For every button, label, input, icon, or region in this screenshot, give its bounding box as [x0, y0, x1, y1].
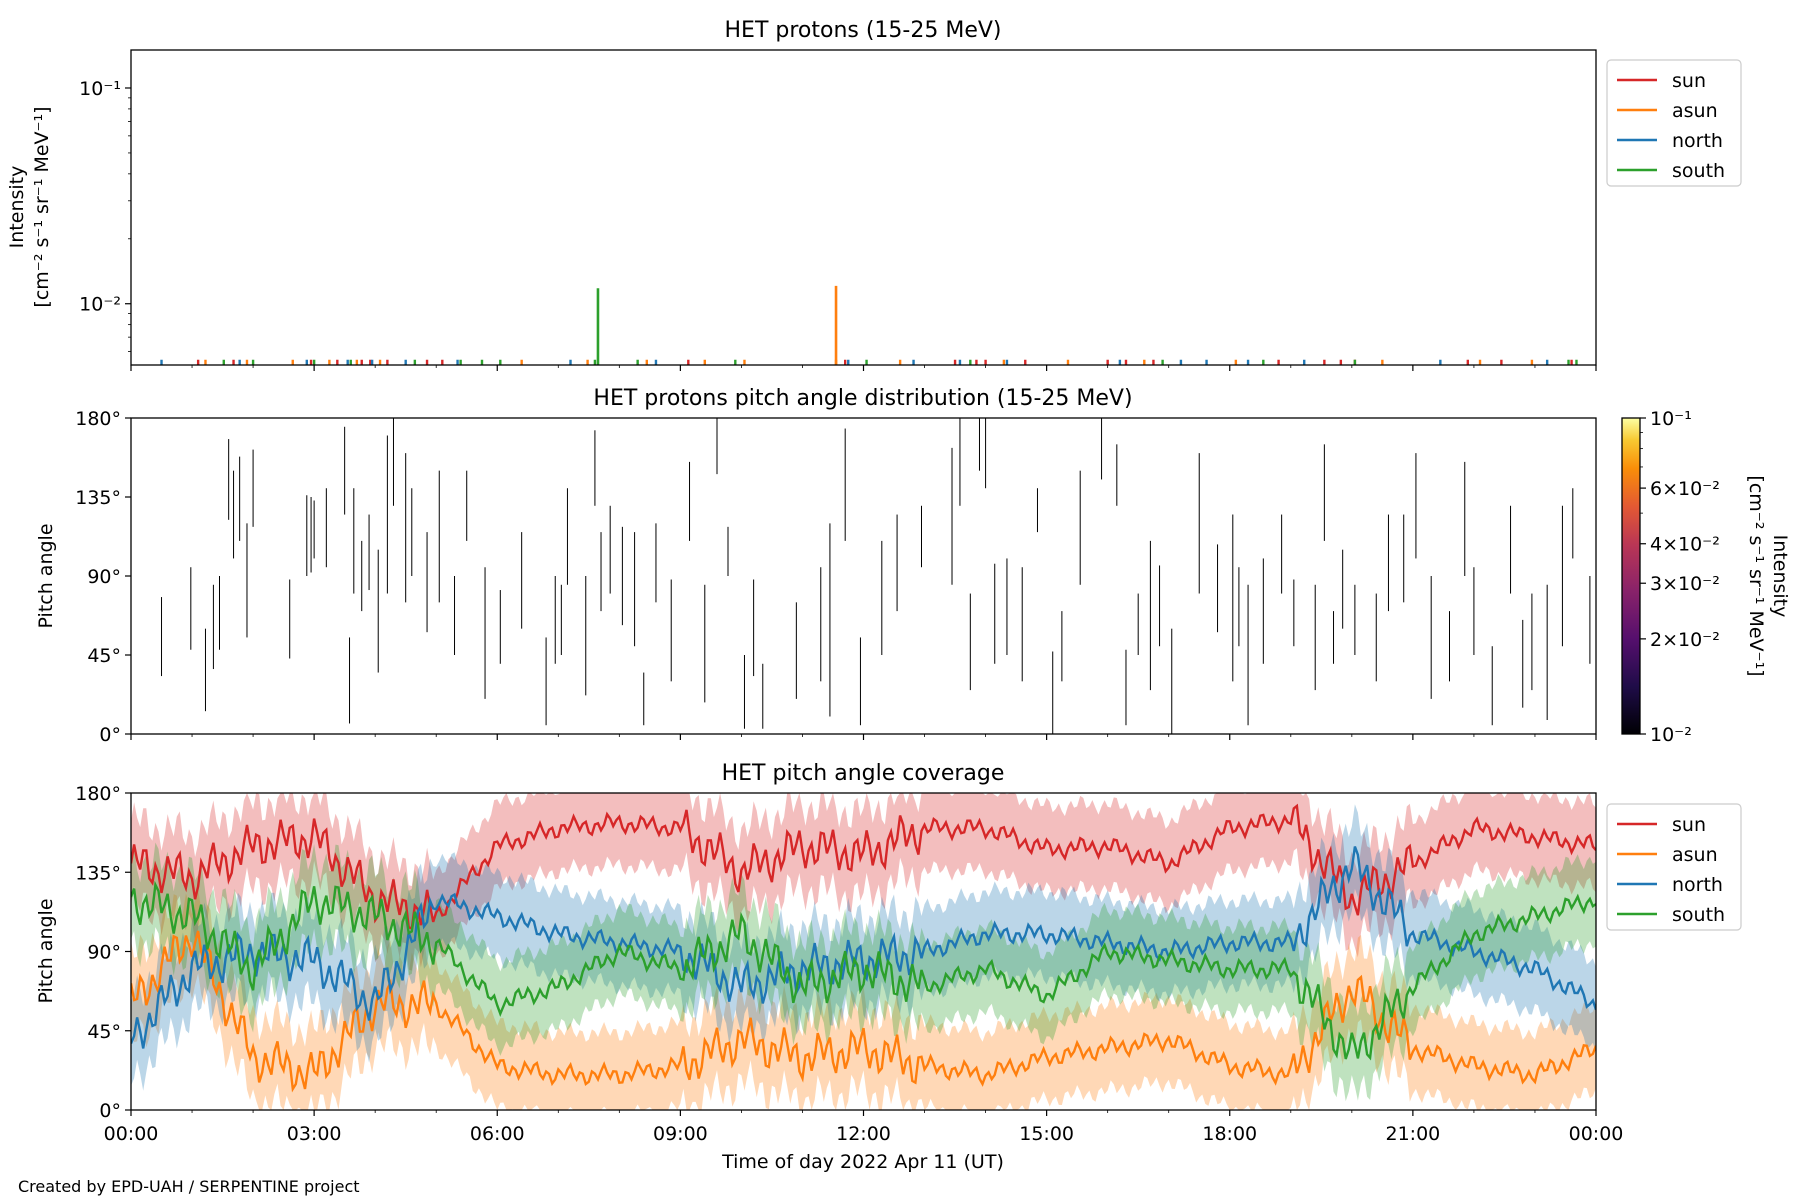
panel2-ylabel: Pitch angle: [35, 523, 57, 628]
colorbar-label-line2: [cm⁻² s⁻¹ sr⁻¹ MeV⁻¹]: [1745, 475, 1767, 676]
footer-credit: Created by EPD-UAH / SERPENTINE project: [18, 1177, 360, 1196]
colorbar-tick-label: 3×10⁻²: [1650, 573, 1720, 595]
x-axis: 00:00 03:00 06:00 09:00 12:00 15:00 18:00 21:00…: [104, 1123, 1624, 1145]
y-tick-label: 90°: [87, 566, 121, 588]
colorbar-tick-label: 10⁻²: [1650, 724, 1692, 746]
x-tick-label: 09:00: [653, 1123, 708, 1145]
colorbar-tick-label: 2×10⁻²: [1650, 629, 1720, 651]
panel1-title: HET protons (15-25 MeV): [725, 18, 1002, 43]
legend-label-north: north: [1672, 130, 1723, 152]
colorbar-gradient: [1622, 418, 1640, 734]
y-tick-label: 0°: [99, 1100, 121, 1122]
x-tick-label: 06:00: [470, 1123, 525, 1145]
legend-label-south: south: [1672, 904, 1725, 926]
y-tick-label: 45°: [87, 1021, 121, 1043]
legend-label-sun: sun: [1672, 814, 1706, 836]
panel1-ylabel-line1: Intensity: [6, 166, 28, 249]
panel-pitch-distribution: HET protons pitch angle distribution (15…: [35, 386, 1791, 746]
x-tick-label: 18:00: [1202, 1123, 1257, 1145]
line-north: [131, 846, 1596, 1049]
legend-label-sun: sun: [1672, 70, 1706, 92]
colorbar-label-line1: Intensity: [1769, 535, 1791, 618]
legend-box: [1606, 59, 1742, 187]
panel2-frame: [130, 417, 1597, 735]
x-tick-label: 12:00: [836, 1123, 891, 1145]
x-axis-label: Time of day 2022 Apr 11 (UT): [721, 1151, 1004, 1173]
x-tick-label: 03:00: [287, 1123, 342, 1145]
band-sun: [131, 793, 1596, 971]
line-south: [131, 880, 1596, 1061]
y-tick-label: 180°: [75, 408, 121, 430]
panel1-frame: [130, 49, 1597, 366]
panel3-ylabel: Pitch angle: [35, 898, 57, 1003]
y-tick-label: 10⁻²: [79, 294, 121, 316]
y-tick-label: 180°: [75, 783, 121, 805]
line-asun: [131, 930, 1596, 1093]
panel3-title: HET pitch angle coverage: [722, 761, 1005, 786]
panel-pitch-coverage: HET pitch angle coverage 0° 45° 90° 135° 180…: [35, 761, 1742, 1122]
band-north: [131, 804, 1596, 1091]
panel3-frame: [130, 792, 1597, 1111]
colorbar: 10⁻¹ 6×10⁻² 4×10⁻² 3×10⁻² 2×10⁻² 10⁻² Intensi…: [1621, 408, 1791, 746]
panel3-legend: sun asun north south: [1606, 803, 1742, 931]
y-tick-label: 135°: [75, 487, 121, 509]
colorbar-tick-label: 6×10⁻²: [1650, 478, 1720, 500]
colorbar-frame: [1621, 417, 1641, 735]
y-tick-label: 10⁻¹: [79, 78, 121, 100]
x-tick-label: 00:00: [104, 1123, 159, 1145]
y-tick-label: 0°: [99, 724, 121, 746]
y-tick-label: 90°: [87, 942, 121, 964]
x-tick-label: 00:00: [1569, 1123, 1624, 1145]
x-tick-label: 15:00: [1019, 1123, 1074, 1145]
panel2-title: HET protons pitch angle distribution (15…: [593, 386, 1132, 411]
legend-box: [1606, 803, 1742, 931]
line-sun: [131, 803, 1596, 930]
panel-intensity: HET protons (15-25 MeV) 10⁻¹ 10⁻² Intensi…: [6, 18, 1742, 371]
y-tick-label: 45°: [87, 645, 121, 667]
y-tick-label: 135°: [75, 862, 121, 884]
panel1-legend: sun asun north south: [1606, 59, 1742, 187]
legend-label-asun: asun: [1672, 844, 1718, 866]
x-tick-label: 21:00: [1385, 1123, 1440, 1145]
band-asun: [131, 888, 1596, 1110]
legend-label-north: north: [1672, 874, 1723, 896]
colorbar-tick-label: 10⁻¹: [1650, 408, 1692, 430]
panel1-ylabel-line2: [cm⁻² s⁻¹ sr⁻¹ MeV⁻¹]: [31, 106, 53, 307]
legend-label-south: south: [1672, 160, 1725, 182]
legend-label-asun: asun: [1672, 100, 1718, 122]
colorbar-tick-label: 4×10⁻²: [1650, 534, 1720, 556]
